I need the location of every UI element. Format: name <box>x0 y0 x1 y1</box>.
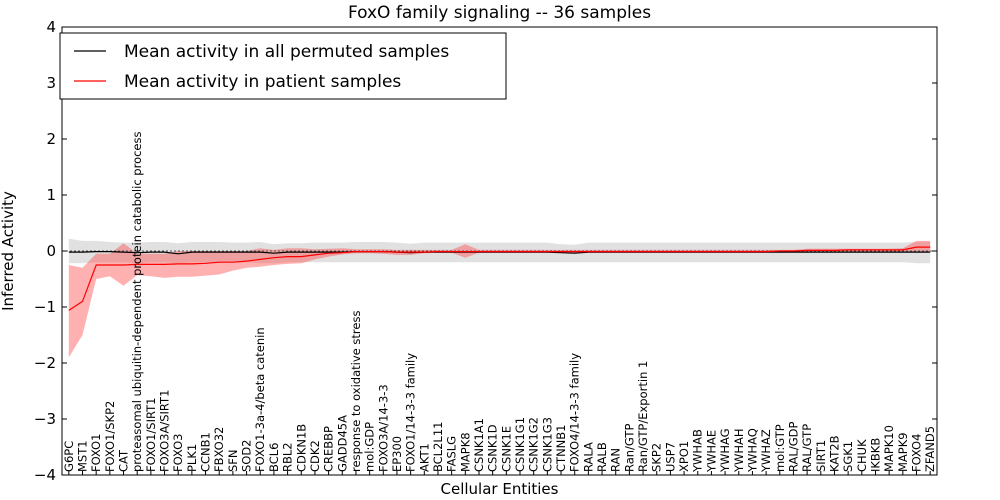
x-tick-label: RAL/GDP <box>786 422 800 472</box>
x-tick-label: CSNK1A1 <box>472 418 486 472</box>
x-tick-label: CSNK1D <box>486 424 500 472</box>
x-tick-label: FBXO32 <box>212 427 226 472</box>
x-tick-label: CAT <box>117 449 131 472</box>
x-tick-label: YWHAG <box>718 428 732 473</box>
x-tick-label: YWHAQ <box>745 428 759 473</box>
x-tick-label: FOXO3 <box>171 434 185 472</box>
x-tick-label: MAPK8 <box>458 432 472 472</box>
x-tick-label: GADD45A <box>335 415 349 472</box>
x-tick-label: RALB <box>595 442 609 472</box>
x-tick-label: CSNK1E <box>499 426 513 472</box>
x-tick-label: SIRT1 <box>814 440 828 472</box>
x-tick-label: G6PC <box>62 441 76 472</box>
x-tick-label: USP7 <box>663 442 677 472</box>
y-tick-label: 0 <box>46 242 56 260</box>
x-tick-label: YWHAH <box>732 428 746 473</box>
y-axis-label: Inferred Activity <box>0 191 17 311</box>
y-tick-label: −4 <box>34 466 56 484</box>
x-tick-label: CSNK1G3 <box>540 417 554 472</box>
x-tick-label: RBL2 <box>281 442 295 472</box>
x-tick-label: CSNK1G2 <box>527 417 541 472</box>
x-tick-label: FOXO1/14-3-3 family <box>404 353 418 472</box>
x-tick-label: proteasomal ubiquitin-dependent protein … <box>130 131 144 472</box>
x-tick-label: YWHAZ <box>759 429 773 473</box>
y-axis-ticks: −4 −3 −2 −1 0 1 2 3 4 <box>34 18 937 484</box>
x-tick-label: XPO1 <box>677 441 691 472</box>
x-tick-label: FOXO1/SKP2 <box>103 401 117 472</box>
y-tick-label: −3 <box>34 410 56 428</box>
x-tick-label: SGK1 <box>841 441 855 472</box>
x-tick-label: FOXO4 <box>910 434 924 472</box>
x-tick-label: CCNB1 <box>199 432 213 472</box>
legend-label-permuted: Mean activity in all permuted samples <box>124 42 449 62</box>
x-tick-label: response to oxidative stress <box>349 311 363 472</box>
x-tick-label: Ran/GTP/Exportin 1 <box>636 361 650 472</box>
y-tick-label: 3 <box>46 74 56 92</box>
x-tick-label: IKBKB <box>869 438 883 472</box>
x-tick-label: CDKN1B <box>294 424 308 472</box>
chart-title: FoxO family signaling -- 36 samples <box>348 3 651 23</box>
x-tick-label: KAT2B <box>828 435 842 472</box>
x-tick-label: SFN <box>226 449 240 472</box>
series-lines <box>68 246 931 311</box>
x-tick-label: FOXO3A/14-3-3 <box>376 384 390 472</box>
x-tick-label: RALA <box>581 442 595 472</box>
x-tick-label: AKT1 <box>417 443 431 472</box>
confidence-bands <box>68 238 931 358</box>
x-tick-label: SKP2 <box>650 443 664 472</box>
x-tick-label: EP300 <box>390 436 404 472</box>
y-tick-label: 2 <box>46 130 56 148</box>
x-tick-label: CSNK1G1 <box>513 417 527 472</box>
y-tick-label: 4 <box>46 18 56 36</box>
x-tick-label: mol:GDP <box>363 422 377 472</box>
x-tick-label: CTNNB1 <box>554 425 568 472</box>
x-tick-label: RAL/GTP <box>800 424 814 472</box>
y-tick-label: −2 <box>34 354 56 372</box>
patient-mean-line <box>68 246 931 311</box>
x-tick-label: RAN <box>609 448 623 472</box>
x-tick-label: FOXO1 <box>89 434 103 472</box>
x-tick-label: FOXO3A/SIRT1 <box>158 390 172 472</box>
x-tick-label: mol:GTP <box>773 424 787 472</box>
legend: Mean activity in all permuted samples Me… <box>59 32 507 100</box>
x-tick-label: CHUK <box>855 439 869 472</box>
x-tick-label: SOD2 <box>240 439 254 472</box>
x-tick-label: FASLG <box>445 436 459 472</box>
x-tick-label: MST1 <box>76 440 90 472</box>
x-tick-label: BCL2L11 <box>431 422 445 472</box>
x-tick-label: Ran/GTP <box>622 424 636 472</box>
legend-label-patient: Mean activity in patient samples <box>124 72 401 92</box>
x-tick-label: MAPK10 <box>882 425 896 472</box>
x-tick-label: PLK1 <box>185 444 199 472</box>
y-tick-label: −1 <box>34 298 56 316</box>
x-tick-label: CREBBP <box>322 426 336 472</box>
x-tick-label: FOXO1/SIRT1 <box>144 398 158 473</box>
x-tick-label: FOXO1-3a-4/beta catenin <box>253 327 267 472</box>
x-axis-tick-labels: G6PC MST1 FOXO1 FOXO1/SKP2 CAT proteasomal ub… <box>62 131 937 475</box>
x-tick-label: ZFAND5 <box>923 426 937 472</box>
x-tick-label: BCL6 <box>267 443 281 472</box>
legend-box <box>59 32 507 100</box>
x-tick-label: YWHAE <box>704 430 718 473</box>
y-tick-label: 1 <box>46 186 56 204</box>
x-tick-label: CDK2 <box>308 440 322 472</box>
x-tick-label: MAPK9 <box>896 432 910 472</box>
x-axis-label: Cellular Entities <box>441 480 559 498</box>
x-tick-label: YWHAB <box>691 429 705 473</box>
x-tick-label: FOXO4/14-3-3 family <box>568 353 582 472</box>
